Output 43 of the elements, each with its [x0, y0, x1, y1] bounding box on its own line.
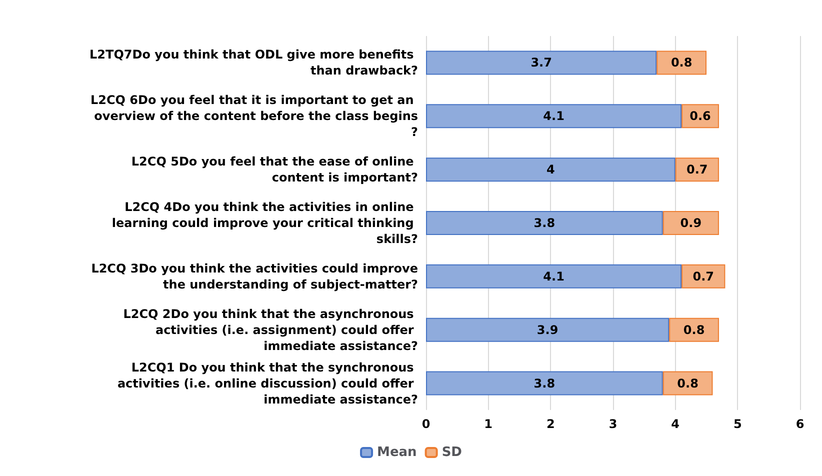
data-label: 0.7 — [692, 269, 714, 284]
data-label: 4.1 — [543, 269, 564, 284]
x-tick-label: 3 — [608, 417, 618, 431]
x-tick-label: 2 — [546, 417, 555, 431]
y-tick-label: L2CQ 6Do you feel that it is important to get an overview of the content before the class begins? — [90, 93, 418, 140]
data-label: 0.8 — [683, 322, 705, 337]
y-tick-label: L2CQ1 Do you think that the synchronous activities (i.e. online discussion) could offer immediate assistance? — [117, 360, 418, 406]
data-label: 4.1 — [543, 109, 564, 124]
x-tick-label: 0 — [422, 417, 430, 431]
data-label: 3.8 — [534, 376, 556, 390]
data-label: 3.7 — [530, 56, 552, 70]
bar — [669, 318, 719, 342]
data-label: 0.8 — [670, 56, 692, 70]
x-tick-label: 6 — [796, 417, 804, 431]
x-tick-label: 1 — [484, 417, 493, 431]
bar — [426, 371, 663, 396]
bar — [426, 104, 682, 128]
data-label: 0.6 — [690, 109, 711, 124]
bar — [426, 318, 670, 342]
bar — [426, 264, 682, 288]
y-tick-label: L2CQ 3Do you think the activities could improve the understanding of subject-matter? — [91, 261, 418, 292]
data-label: 4 — [546, 162, 555, 177]
y-tick-label: L2CQ 5Do you feel that the ease of online content is important? — [131, 154, 418, 185]
data-label: 3.8 — [534, 216, 556, 230]
data-label: 3.9 — [536, 322, 558, 337]
legend-label: SD — [442, 445, 462, 460]
bar — [656, 50, 706, 75]
y-tick-label: L2TQ7Do you think that ODL give more benefits than drawback? — [90, 48, 418, 78]
bar — [426, 158, 676, 182]
bar — [662, 371, 713, 396]
bar — [426, 211, 663, 235]
y-tick-label: L2CQ 2Do you think that the asynchronous activities (i.e. assignment) could offer immediate assistance? — [123, 306, 418, 353]
bar — [675, 158, 719, 182]
legend-label: Mean — [377, 445, 417, 460]
data-label: 0.7 — [686, 162, 708, 177]
bar — [426, 50, 657, 75]
data-label: 0.8 — [677, 376, 698, 390]
y-tick-label: L2CQ 4Do you think the activities in online learning could improve your critical thinking skills? — [112, 200, 418, 246]
x-tick-label: 5 — [733, 417, 742, 431]
bar — [662, 211, 719, 235]
x-tick-label: 4 — [671, 417, 680, 431]
bar — [682, 264, 726, 288]
data-label: 0.9 — [680, 216, 702, 230]
